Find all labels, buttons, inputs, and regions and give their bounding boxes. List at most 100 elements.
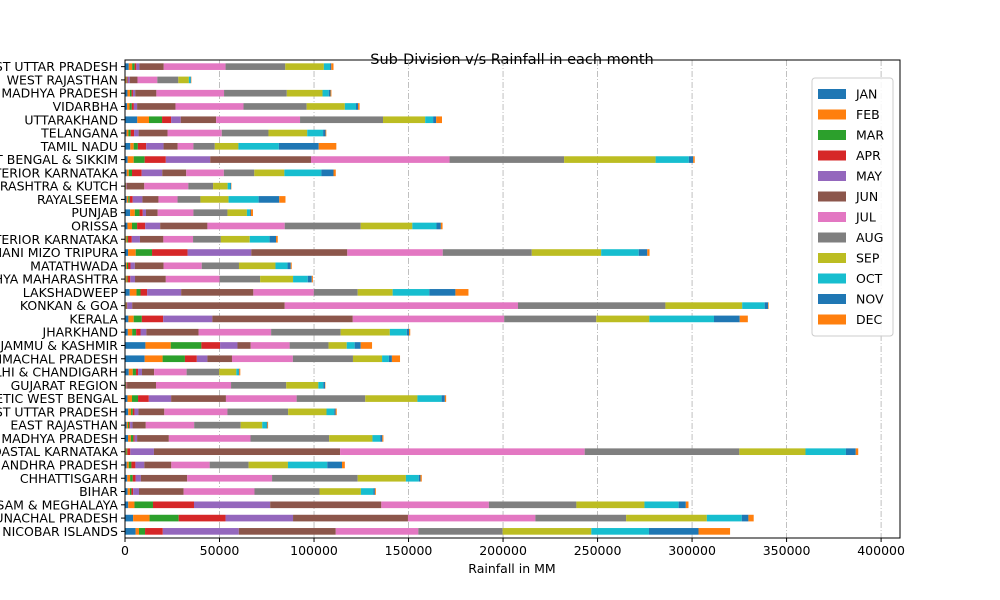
bar-segment	[131, 488, 134, 495]
bar-segment	[146, 328, 199, 336]
bar-segment	[319, 488, 361, 495]
bar-segment	[330, 63, 332, 70]
y-tick-label: WEST MADHYA PRADESH	[0, 86, 118, 101]
bar-segment	[188, 182, 214, 190]
bar-segment	[224, 89, 287, 97]
y-tick-label: GANGETIC WEST BENGAL	[0, 391, 118, 406]
bar-segment	[126, 76, 127, 84]
bar-segment	[275, 262, 288, 270]
bar-segment	[340, 448, 585, 456]
bar-segment	[648, 528, 699, 535]
bar-segment	[187, 249, 252, 256]
bar-segment	[357, 474, 406, 482]
bar-segment	[352, 355, 383, 363]
bar-segment	[160, 222, 208, 230]
bar-segment	[162, 116, 172, 124]
bar-segment	[142, 196, 159, 203]
bar-segment	[139, 209, 143, 217]
y-tick-label: KERALA	[69, 311, 118, 326]
bar-segment	[805, 448, 846, 456]
bar-segment	[135, 249, 153, 256]
bar-segment	[171, 116, 181, 124]
bar-segment	[130, 142, 134, 150]
bar-segment	[125, 448, 127, 456]
bar-segment	[132, 408, 135, 416]
bar-segment	[436, 222, 441, 230]
bar-segment	[175, 103, 244, 110]
legend-label: NOV	[856, 292, 884, 307]
plot-frame	[124, 59, 901, 539]
bar-segment	[137, 142, 147, 150]
bar-segment	[162, 355, 185, 363]
bar-segment	[125, 514, 134, 522]
bar-segment	[372, 435, 381, 442]
bar-segment	[135, 275, 166, 283]
bar-segment	[655, 156, 689, 163]
bar-segment	[137, 76, 158, 84]
bar-segment	[125, 395, 128, 402]
bar-segment	[352, 315, 505, 323]
y-tick-label: ARUNACHAL PRADESH	[0, 511, 118, 526]
bar-segment	[125, 156, 128, 163]
y-tick-label: EAST UTTAR PRADESH	[0, 404, 118, 419]
legend-swatch	[818, 294, 846, 304]
bar-segment	[138, 395, 149, 402]
bar-segment	[286, 381, 319, 389]
bar-segment	[136, 328, 141, 336]
bar-segment	[127, 235, 132, 243]
legend-swatch	[818, 109, 846, 120]
bar-segment	[127, 156, 134, 163]
bar-segment	[187, 474, 273, 482]
legend-label: DEC	[856, 312, 883, 327]
bar-segment	[420, 474, 422, 482]
bar-segment	[213, 182, 228, 190]
bar-segment	[647, 249, 650, 256]
bar-segment	[186, 368, 220, 376]
bar-segment	[346, 342, 355, 349]
bar-segment	[163, 142, 178, 150]
bar-segment	[134, 63, 137, 70]
bar-segment	[201, 342, 221, 349]
bar-segment	[129, 289, 137, 296]
y-tick-label: GUJARAT REGION	[11, 378, 118, 393]
bar-segment	[140, 328, 147, 336]
bar-segment	[406, 328, 410, 336]
bar-segment	[504, 315, 597, 323]
bar-segment	[417, 395, 442, 402]
bar-segment	[271, 328, 341, 336]
bar-segment	[382, 435, 384, 442]
bar-segment	[444, 395, 447, 402]
bar-segment	[649, 315, 714, 323]
bar-segment	[132, 421, 146, 429]
y-tick-label: MATATHWADA	[30, 258, 118, 273]
bar-segment	[138, 488, 184, 495]
bar-segment	[221, 129, 269, 137]
bar-segment	[764, 302, 769, 309]
bar-segment	[383, 116, 426, 124]
bar-segment	[156, 89, 225, 97]
bar-segment	[220, 342, 238, 349]
bar-segment	[193, 235, 221, 243]
bar-segment	[638, 249, 648, 256]
bar-segment	[132, 196, 143, 203]
bar-segment	[162, 169, 187, 177]
bar-segment	[231, 381, 287, 389]
bar-segment	[227, 182, 231, 190]
bar-segment	[212, 315, 353, 323]
legend-label: MAY	[856, 169, 882, 184]
bar-segment	[644, 501, 679, 509]
bar-segment	[207, 222, 285, 230]
bar-segment	[329, 435, 373, 442]
bar-segment	[748, 514, 754, 522]
bar-segment	[128, 129, 131, 137]
bar-segment	[307, 275, 312, 283]
bar-segment	[517, 302, 666, 309]
y-tick-label: LAKSHADWEEP	[23, 285, 119, 300]
x-tick-label: 400000	[857, 543, 905, 558]
bar-segment	[130, 129, 135, 137]
bar-segment	[125, 142, 131, 150]
legend-swatch	[818, 232, 846, 243]
bar-segment	[134, 262, 164, 270]
bar-segment	[125, 103, 128, 110]
bar-segment	[601, 249, 639, 256]
